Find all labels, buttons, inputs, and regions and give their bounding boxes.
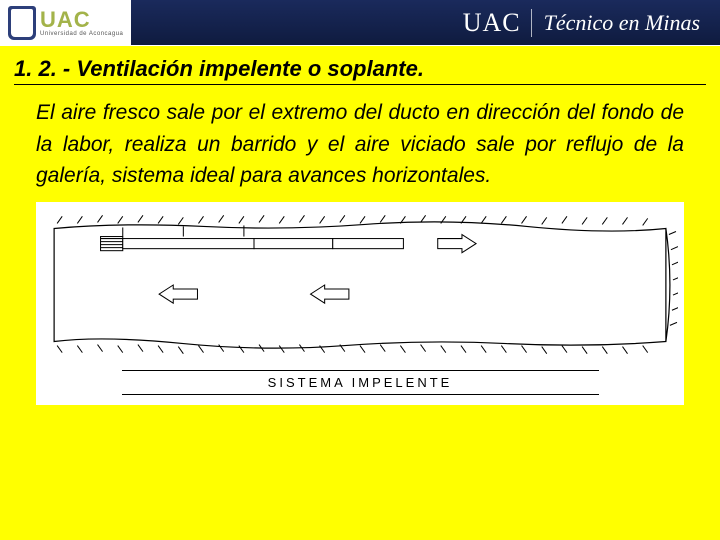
logo-left: UAC Universidad de Aconcagua (0, 0, 131, 45)
header-brand: UAC (463, 8, 521, 38)
shield-icon (8, 6, 36, 40)
section-title: 1. 2. - Ventilación impelente o soplante… (14, 56, 706, 85)
arrow-forward-icon (438, 234, 476, 252)
header-right: UAC Técnico en Minas (131, 0, 720, 45)
logo-text: UAC Universidad de Aconcagua (40, 9, 123, 37)
paragraph: El aire fresco sale por el extremo del d… (36, 97, 684, 192)
diagram-caption: SISTEMA IMPELENTE (122, 370, 599, 395)
logo-main: UAC (40, 9, 123, 31)
header-course: Técnico en Minas (544, 10, 700, 36)
diagram-svg (42, 210, 678, 360)
header-divider-icon (531, 9, 532, 37)
diagram: SISTEMA IMPELENTE (36, 202, 684, 405)
header-bar: UAC Universidad de Aconcagua UAC Técnico… (0, 0, 720, 46)
arrow-back1-icon (159, 285, 197, 303)
arrow-back2-icon (311, 285, 349, 303)
logo-sub: Universidad de Aconcagua (40, 31, 123, 37)
duct-icon (101, 225, 404, 250)
